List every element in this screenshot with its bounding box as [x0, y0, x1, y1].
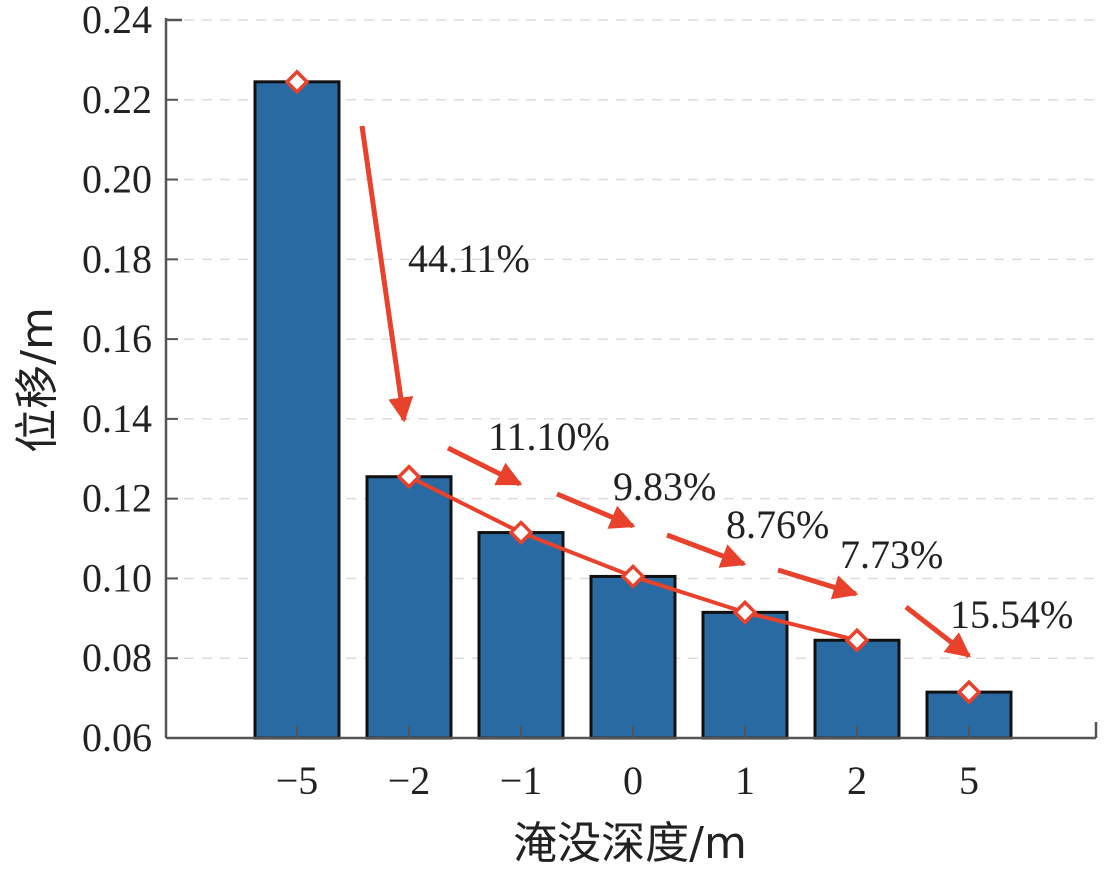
percent-annotation: 7.73% [840, 532, 943, 577]
y-tick-label: 0.24 [82, 0, 152, 42]
y-axis-title: 位移/m [12, 307, 63, 453]
x-tick-label: 2 [847, 758, 867, 803]
x-tick-label: 5 [959, 758, 979, 803]
bar [701, 610, 789, 740]
x-tick-label: 1 [735, 758, 755, 803]
annotation-arrow [666, 532, 747, 568]
y-tick-label: 0.22 [82, 77, 152, 122]
annotation-arrow [446, 445, 523, 487]
x-tick-label: −5 [276, 758, 319, 803]
gridlines [166, 19, 1096, 659]
data-point-marker [396, 464, 422, 490]
percent-annotation: 15.54% [950, 592, 1073, 637]
bars [253, 80, 1013, 740]
labels: 0.06 0.08 0.10 0.12 0.14 0.16 0.18 0.20 0.22 0.24… [12, 0, 1073, 869]
x-axis-title: 淹没深度/m [513, 818, 747, 869]
data-point-marker [620, 563, 646, 589]
bar [365, 475, 453, 740]
x-tick-label: −1 [500, 758, 543, 803]
annotation-arrows [359, 125, 971, 658]
percent-annotation: 44.11% [408, 236, 530, 281]
x-tick-label: −2 [388, 758, 431, 803]
data-point-marker [956, 679, 982, 705]
annotation-arrow [556, 491, 636, 529]
bar [477, 531, 565, 740]
y-tick-label: 0.18 [82, 236, 152, 281]
y-tick-label: 0.06 [82, 715, 152, 760]
y-tick-label: 0.20 [82, 157, 152, 202]
annotation-arrow [359, 125, 414, 423]
y-tick-label: 0.14 [82, 396, 152, 441]
data-point-marker [844, 627, 870, 653]
bar [813, 638, 901, 740]
bar [589, 574, 677, 740]
y-tick-label: 0.08 [82, 635, 152, 680]
trend-line [284, 69, 982, 705]
x-tick-label: 0 [623, 758, 643, 803]
data-point-marker [508, 520, 534, 546]
percent-annotation: 11.10% [488, 414, 610, 459]
annotation-arrow [904, 605, 971, 658]
data-point-marker [284, 69, 310, 95]
y-tick-label: 0.10 [82, 555, 152, 600]
y-tick-label: 0.16 [82, 316, 152, 361]
data-point-marker [732, 599, 758, 625]
bar [253, 80, 341, 740]
percent-annotation: 9.83% [613, 464, 716, 509]
annotation-arrow [777, 567, 859, 600]
percent-annotation: 8.76% [726, 502, 829, 547]
y-tick-label: 0.12 [82, 476, 152, 521]
axes [164, 18, 1098, 740]
